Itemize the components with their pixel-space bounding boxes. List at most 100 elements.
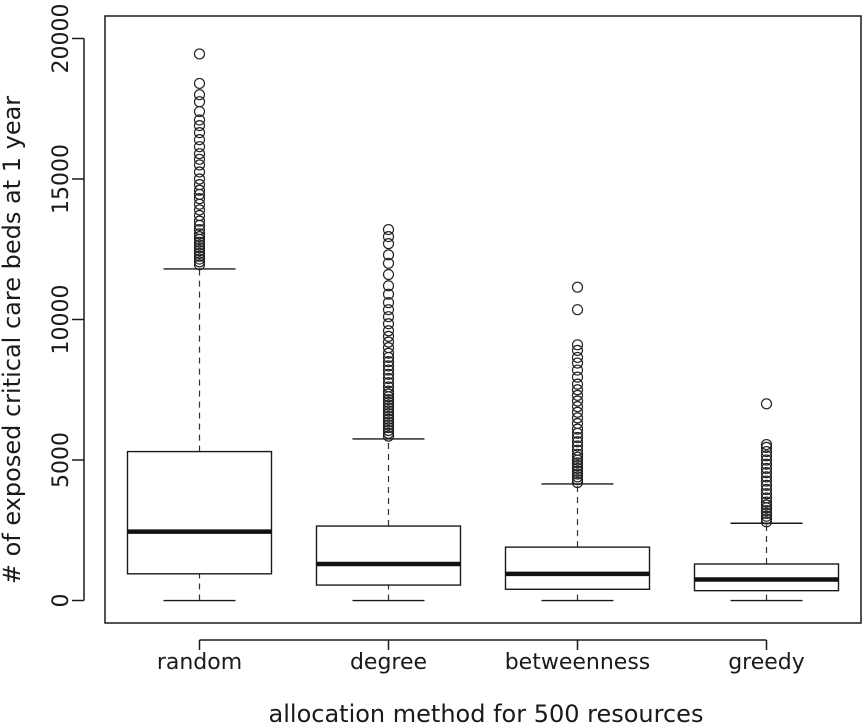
outlier-point: [760, 507, 773, 520]
outlier-point: [193, 215, 206, 227]
outlier-point: [382, 330, 395, 342]
outlier-point: [193, 119, 206, 132]
outlier-point: [571, 431, 584, 444]
outlier-point: [193, 77, 206, 90]
outlier-point: [571, 448, 584, 460]
outlier-point: [382, 381, 395, 393]
outlier-point: [193, 134, 206, 146]
iqr-box: [504, 546, 651, 590]
outlier-point: [382, 230, 395, 243]
outlier-point: [571, 436, 584, 448]
y-tick-label: 20000: [49, 3, 74, 73]
outlier-point: [382, 402, 395, 414]
outlier-point: [760, 492, 773, 504]
outlier-point: [571, 384, 584, 396]
outlier-point: [571, 281, 584, 293]
y-tick-label: 10000: [49, 285, 74, 355]
outlier-point: [760, 454, 773, 466]
outlier-point: [193, 198, 206, 210]
outlier-point: [382, 342, 395, 354]
outlier-point: [382, 413, 395, 425]
x-tick-label-random: random: [157, 650, 242, 675]
outlier-point: [382, 372, 395, 385]
x-tick-label-betweenness: betweenness: [505, 650, 651, 675]
outlier-point: [571, 357, 584, 369]
outlier-point: [760, 488, 773, 500]
outlier-point: [571, 378, 584, 390]
outlier-point: [760, 398, 773, 410]
outlier-point: [193, 114, 206, 126]
outlier-point: [382, 419, 395, 431]
outlier-point: [382, 318, 395, 330]
outlier-point: [571, 344, 584, 357]
outlier-point: [193, 141, 206, 153]
outlier-point: [382, 399, 395, 411]
outlier-point: [382, 280, 395, 292]
outlier-point: [571, 457, 584, 469]
outlier-point: [571, 465, 584, 477]
outlier-point: [193, 256, 206, 268]
outlier-point: [193, 259, 206, 271]
outlier-point: [760, 496, 773, 508]
outlier-point: [193, 159, 206, 171]
outlier-point: [193, 245, 206, 257]
outlier-point: [571, 440, 584, 452]
outlier-point: [193, 48, 206, 60]
x-axis-title: allocation method for 500 resources: [269, 700, 704, 725]
outlier-point: [571, 462, 584, 475]
outlier-point: [571, 406, 584, 418]
plot-frame: [104, 15, 862, 624]
y-tick-label: 5000: [49, 432, 74, 488]
outlier-point: [382, 304, 395, 316]
outlier-point: [760, 510, 773, 522]
outlier-point: [571, 474, 584, 486]
outlier-point: [382, 288, 395, 300]
outlier-point: [193, 153, 206, 165]
outlier-point: [382, 410, 395, 423]
outlier-point: [193, 173, 206, 185]
outlier-point: [193, 204, 206, 216]
outlier-point: [760, 499, 773, 511]
x-tick-label-degree: degree: [350, 650, 427, 675]
outlier-point: [382, 311, 395, 323]
outlier-point: [571, 395, 584, 407]
outlier-point: [382, 297, 395, 309]
outlier-point: [571, 417, 584, 430]
outlier-point: [193, 250, 206, 262]
outlier-point: [571, 351, 584, 364]
outlier-point: [382, 385, 395, 397]
outlier-point: [382, 336, 395, 348]
outlier-point: [760, 467, 773, 479]
outlier-point: [382, 356, 395, 368]
outlier-point: [571, 339, 584, 351]
outlier-point: [382, 268, 395, 281]
outlier-point: [193, 239, 206, 251]
outlier-point: [193, 89, 206, 101]
outlier-point: [193, 166, 206, 178]
outlier-point: [760, 483, 773, 496]
outlier-point: [760, 479, 773, 491]
outlier-point: [382, 408, 395, 420]
outlier-point: [382, 388, 395, 400]
outlier-point: [193, 148, 206, 160]
outlier-point: [571, 444, 584, 456]
boxes-layer: [126, 48, 840, 602]
box-betweenness: [504, 281, 651, 602]
outlier-point: [382, 430, 395, 442]
outlier-point: [760, 471, 773, 483]
outlier-point: [382, 427, 395, 439]
box-degree: [315, 223, 462, 602]
outlier-point: [382, 393, 395, 406]
outlier-point: [382, 416, 395, 428]
outlier-point: [193, 96, 206, 108]
x-axis: random degree betweenness greedy: [157, 639, 805, 675]
outlier-point: [571, 401, 584, 413]
outlier-point: [571, 451, 584, 463]
outlier-point: [193, 253, 206, 265]
outlier-point: [382, 424, 395, 437]
outlier-point: [571, 304, 584, 316]
outlier-point: [382, 422, 395, 434]
outlier-point: [382, 347, 395, 359]
outlier-point: [760, 458, 773, 470]
